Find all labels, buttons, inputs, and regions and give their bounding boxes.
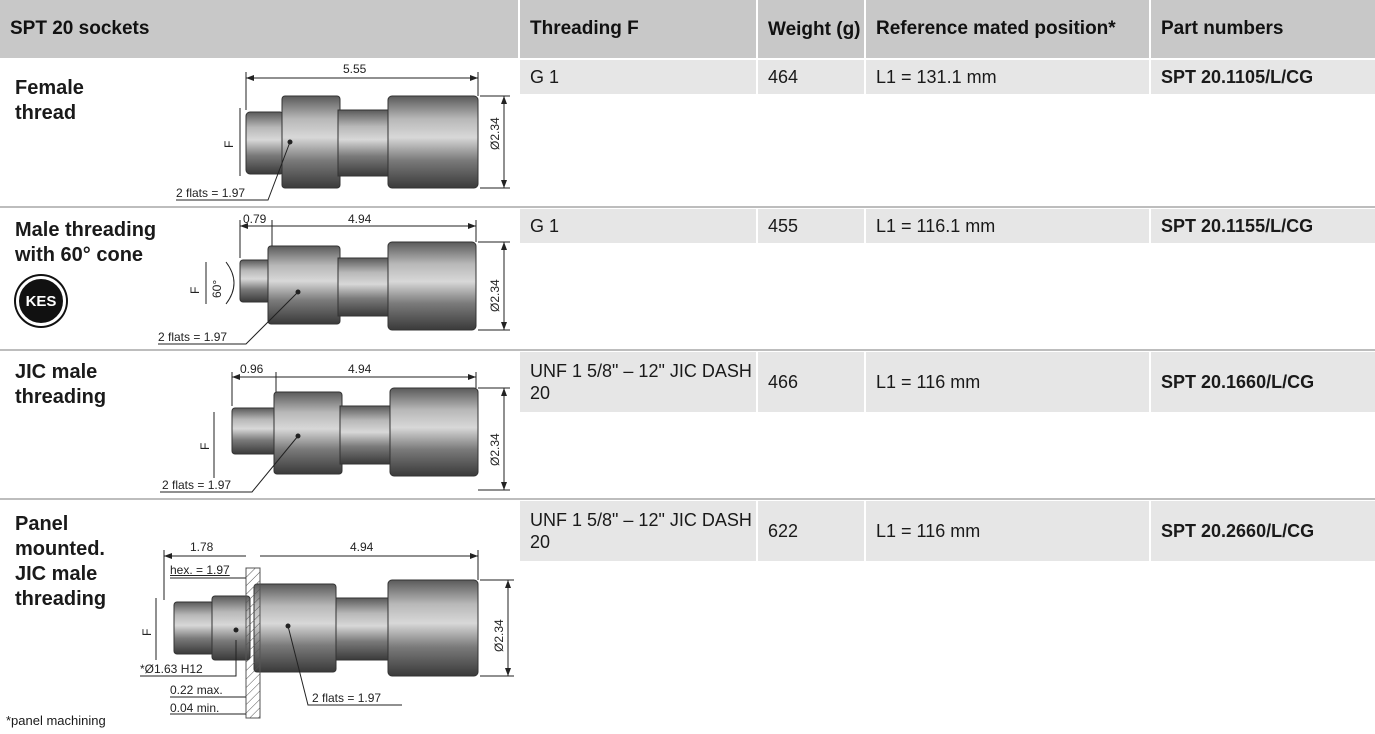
row-separator: [0, 349, 1375, 351]
socket-body: [389, 387, 479, 477]
position-cell: L1 = 116 mm: [866, 501, 1149, 561]
threading-cell: G 1: [520, 209, 756, 243]
threading-cell: UNF 1 5/8" – 12" JIC DASH 20: [520, 501, 756, 561]
row-label: Panel mounted. JIC male threading: [15, 513, 107, 610]
socket-body: [245, 111, 285, 175]
socket-body: [339, 405, 391, 465]
socket-body: [337, 109, 389, 177]
socket-body: [387, 579, 479, 677]
dim-flats: 2 flats = 1.97: [162, 478, 232, 492]
dim-diameter: Ø2.34: [488, 279, 502, 312]
dim-f: F: [222, 140, 236, 148]
dim-f: F: [188, 286, 202, 294]
dim-short: 0.79: [243, 212, 267, 226]
socket-body: [267, 245, 341, 325]
part-number-cell: SPT 20.1660/L/CG: [1151, 352, 1375, 412]
socket-body: [253, 583, 337, 673]
dim-short: 1.78: [190, 540, 214, 554]
weight-cell: 455: [758, 209, 864, 243]
header-mated-position: Reference mated position*: [866, 0, 1149, 58]
weight-cell: 464: [758, 60, 864, 94]
threading-cell: G 1: [520, 60, 756, 94]
row-separator: [0, 206, 1375, 208]
socket-body: [335, 597, 389, 661]
dim-length: 4.94: [348, 212, 372, 226]
dim-length: 4.94: [348, 362, 372, 376]
dim-hex: hex. = 1.97: [170, 563, 230, 577]
socket-body: [211, 595, 251, 661]
footnote: *panel machining: [6, 713, 106, 728]
panel-wall: [245, 567, 261, 719]
dim-flats: 2 flats = 1.97: [312, 691, 382, 705]
socket-body: [273, 391, 343, 475]
position-cell: L1 = 116 mm: [866, 352, 1149, 412]
socket-body: [387, 95, 479, 189]
dim-length: 5.55: [343, 62, 367, 76]
dim-f: F: [140, 628, 154, 636]
row-label: JIC male threading: [15, 361, 107, 408]
socket-body: [387, 241, 477, 331]
weight-cell: 466: [758, 352, 864, 412]
header-sockets: SPT 20 sockets: [0, 0, 518, 58]
socket-body: [173, 601, 215, 655]
part-number-cell: SPT 20.1105/L/CG: [1151, 60, 1375, 94]
row-separator: [0, 498, 1375, 500]
position-cell: L1 = 131.1 mm: [866, 60, 1149, 94]
dim-angle: 60°: [210, 279, 224, 298]
row-label: Male threading with 60° cone: [15, 219, 157, 266]
threading-cell: UNF 1 5/8" – 12" JIC DASH 20: [520, 352, 756, 412]
socket-body: [337, 257, 389, 317]
dim-f: F: [198, 442, 212, 450]
dim-diameter: Ø2.34: [492, 619, 506, 652]
dim-min: 0.04 min.: [170, 701, 220, 715]
dim-length: 4.94: [350, 540, 374, 554]
header-weight: Weight (g): [758, 0, 864, 58]
part-number-cell: SPT 20.2660/L/CG: [1151, 501, 1375, 561]
part-number-cell: SPT 20.1155/L/CG: [1151, 209, 1375, 243]
header-threading: Threading F: [520, 0, 756, 58]
kes-logo: KES: [16, 276, 66, 326]
row-label: Female thread: [15, 77, 84, 124]
socket-body: [231, 407, 277, 455]
socket-body: [239, 259, 271, 303]
dim-diameter: Ø2.34: [488, 433, 502, 466]
dim-max: 0.22 max.: [170, 683, 223, 697]
dim-short: 0.96: [240, 362, 264, 376]
dim-panel: *Ø1.63 H12: [140, 662, 203, 676]
position-cell: L1 = 116.1 mm: [866, 209, 1149, 243]
dim-flats: 2 flats = 1.97: [158, 330, 228, 344]
header-part-numbers: Part numbers: [1151, 0, 1375, 58]
weight-cell: 622: [758, 501, 864, 561]
dim-flats: 2 flats = 1.97: [176, 186, 246, 200]
dim-diameter: Ø2.34: [488, 117, 502, 150]
